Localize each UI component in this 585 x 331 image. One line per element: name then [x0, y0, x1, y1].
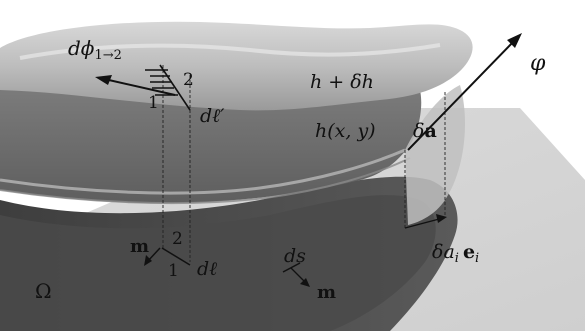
- h-plus-dh-label: h + δh: [310, 71, 374, 93]
- num-1-top: 1: [148, 93, 159, 113]
- phi-arrow: [407, 33, 522, 151]
- surface-highlight: [19, 43, 441, 60]
- num-2-bottom: 2: [172, 229, 183, 249]
- dai-arrow: [404, 214, 447, 229]
- base-inner: [0, 195, 436, 331]
- omega-label: Ω: [35, 279, 52, 303]
- m-left-label: m: [130, 236, 149, 257]
- dl-label: dℓ: [197, 258, 217, 280]
- dl-element: [161, 247, 191, 266]
- ds-label: ds: [284, 245, 306, 267]
- dai-ei-label: δai ei: [432, 241, 479, 266]
- dl-prime-label: dℓ′: [200, 105, 225, 127]
- m-right-label: m: [317, 282, 336, 303]
- surface-h-plus-dh: [0, 21, 473, 111]
- num-1-bottom: 1: [168, 261, 179, 281]
- m-left-arrow: [144, 247, 161, 266]
- da-label: δa: [413, 120, 437, 142]
- membrane-end: [405, 85, 465, 225]
- h-xy-label: h(x, y): [315, 120, 376, 142]
- phi-label: φ: [530, 51, 546, 76]
- num-2-top: 2: [183, 70, 194, 90]
- surface-band-2: [0, 157, 411, 205]
- dphi-arrow: [95, 75, 176, 96]
- surface-band: [0, 148, 406, 195]
- dphi-label: dϕ1→2: [68, 36, 122, 63]
- ds-element: [282, 262, 310, 287]
